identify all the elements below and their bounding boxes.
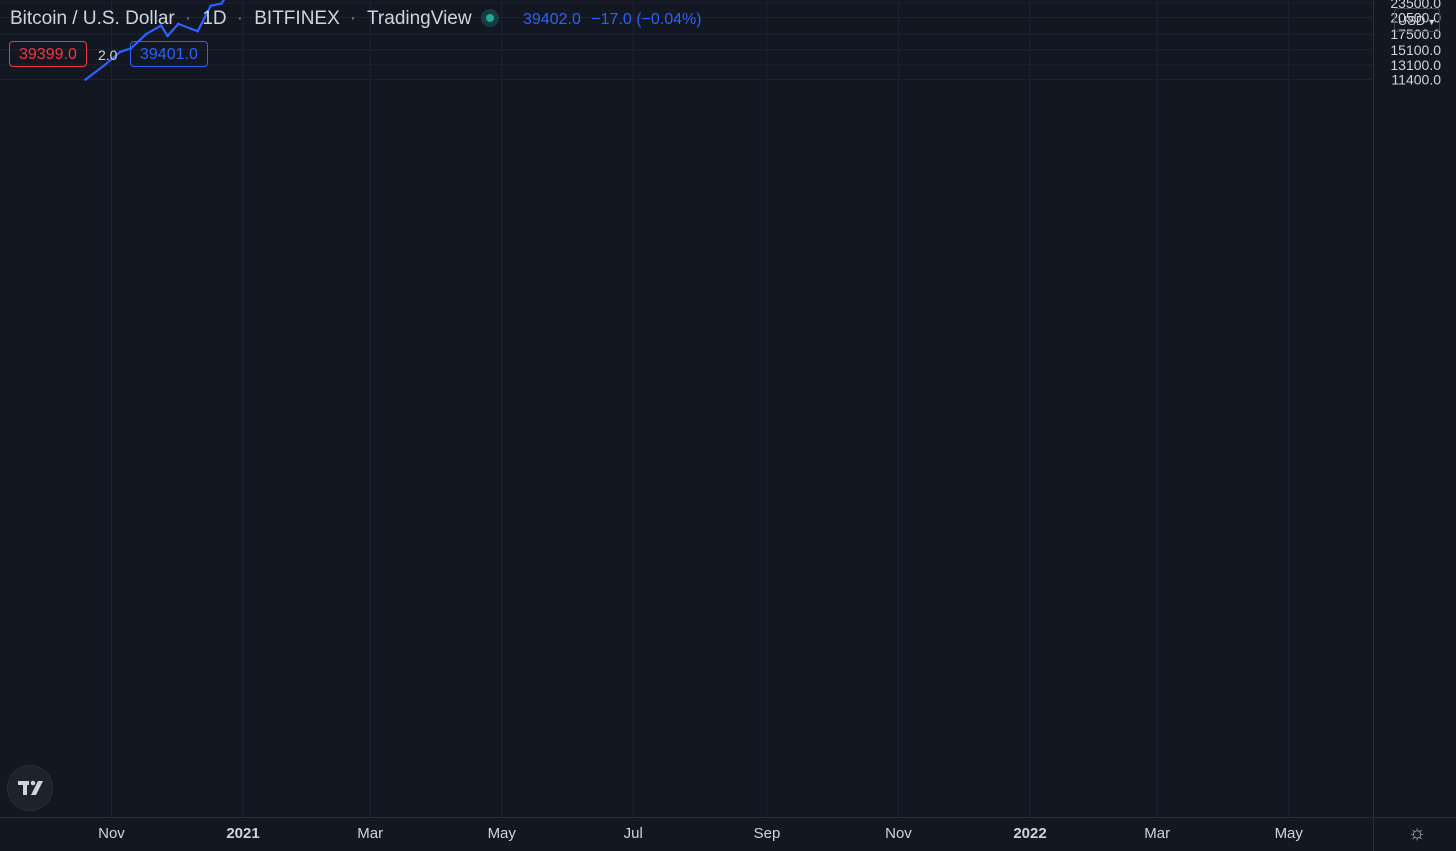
platform-label: TradingView: [367, 8, 472, 29]
x-tick-label-2: Mar: [357, 825, 383, 842]
last-price: 39402.0: [523, 11, 581, 28]
price-point-5: [159, 24, 163, 27]
price-point-11: [220, 2, 223, 5]
market-status-icon: [481, 9, 499, 27]
exchange-label: BITFINEX: [254, 8, 340, 29]
price-point-0: [84, 78, 87, 81]
symbol-name: Bitcoin / U.S. Dollar: [10, 8, 175, 29]
y-tick-label-1: 13100.0: [1390, 57, 1441, 73]
y-tick-label-4: 20500.0: [1390, 9, 1441, 25]
x-tick-label-3: May: [488, 825, 517, 842]
last-price-quote: 39402.0 −17.0 (−0.04%): [523, 11, 702, 29]
x-tick-label-0: Nov: [98, 825, 125, 842]
price-point-2: [118, 50, 122, 54]
x-tick-label-5: Sep: [754, 825, 781, 842]
interval-label[interactable]: 1D: [202, 8, 227, 29]
buy-button[interactable]: 39401.0: [130, 41, 208, 67]
x-tick-label-7: 2022: [1013, 825, 1046, 842]
price-point-1: [103, 63, 107, 67]
gear-icon[interactable]: ☼: [1407, 822, 1427, 844]
x-tick-label-6: Nov: [885, 825, 912, 842]
currency-label: USD: [1397, 13, 1426, 28]
y-tick-label-2: 15100.0: [1390, 42, 1441, 58]
sell-button[interactable]: 39399.0: [9, 41, 87, 67]
spread-value: 2.0: [98, 47, 118, 63]
price-point-6: [166, 34, 169, 38]
chevron-down-icon: ▼: [1427, 17, 1437, 27]
x-tick-label-1: 2021: [226, 825, 259, 842]
x-tick-label-8: Mar: [1144, 825, 1170, 842]
y-tick-label-3: 17500.0: [1390, 26, 1441, 42]
symbol-header: Bitcoin / U.S. Dollar · 1D · BITFINEX · Tra…: [10, 8, 472, 29]
price-point-9: [196, 29, 200, 33]
x-tick-label-4: Jul: [624, 825, 643, 842]
price-points: [84, 2, 223, 81]
y-tick-label-0: 11400.0: [1391, 71, 1441, 87]
y-tick-label-5: 23500.0: [1390, 0, 1441, 11]
currency-selector[interactable]: USD ▼: [1394, 8, 1440, 32]
tradingview-logo-icon: [18, 780, 43, 795]
price-point-4: [144, 32, 148, 36]
price-point-8: [189, 27, 193, 31]
price-point-7: [177, 22, 180, 26]
price-point-10: [209, 4, 212, 8]
price-change: −17.0 (−0.04%): [591, 11, 702, 28]
tradingview-logo[interactable]: [8, 766, 52, 810]
x-tick-label-9: May: [1275, 825, 1304, 842]
